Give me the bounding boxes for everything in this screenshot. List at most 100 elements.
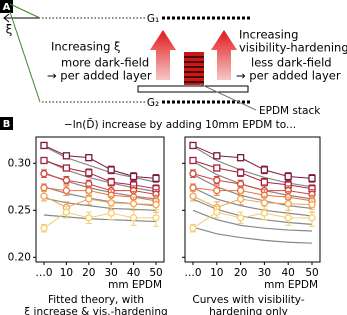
caption: Curves with visibility-	[192, 294, 304, 306]
annotation: → per added layer	[47, 69, 152, 83]
marker	[213, 164, 221, 172]
marker	[189, 141, 197, 150]
marker	[40, 184, 48, 192]
fit-curve	[192, 209, 313, 232]
x-axis-label: mm EPDM	[264, 279, 318, 291]
marker	[107, 199, 115, 207]
x-tick-label: 20	[82, 267, 95, 279]
marker	[129, 200, 138, 208]
marker	[129, 214, 138, 222]
marker	[189, 192, 197, 200]
arrow-head	[3, 13, 10, 23]
x-tick-label: 10	[210, 267, 223, 279]
panel-label-box	[0, 0, 13, 13]
fit-curve	[43, 197, 157, 211]
marker	[213, 176, 221, 184]
series-line	[43, 160, 157, 190]
panel-label: B	[3, 119, 11, 130]
fit-curve	[43, 159, 157, 193]
series-line	[192, 173, 313, 195]
marker	[213, 186, 221, 195]
annotation: Increasing ξ	[51, 40, 120, 54]
marker	[85, 214, 93, 222]
plot-frame	[35, 136, 165, 263]
marker	[236, 186, 245, 195]
marker	[40, 141, 48, 150]
y-tick-label: 0.30	[8, 157, 31, 169]
marker	[62, 164, 71, 172]
marker	[260, 166, 269, 174]
fit-curve	[192, 226, 313, 244]
marker	[85, 154, 93, 162]
plot-frame	[184, 136, 321, 263]
marker	[213, 152, 221, 160]
marker	[40, 224, 48, 232]
x-tick-label: 30	[105, 267, 118, 279]
epdm-stack	[184, 52, 204, 85]
panel-a: A ξ G₁ G₂ EPDM stack Increasing ξ more d…	[0, 0, 347, 117]
series-line	[43, 211, 156, 229]
marker	[236, 154, 245, 162]
x-tick-label: 40	[282, 267, 295, 279]
marker	[260, 178, 269, 186]
series-line	[192, 195, 313, 209]
marker	[189, 156, 197, 165]
marker	[284, 200, 292, 208]
fit-curve	[43, 172, 157, 200]
beam-line	[9, 3, 41, 19]
annotation: visibility-hardening	[239, 41, 347, 55]
series-line	[192, 145, 313, 179]
marker	[62, 152, 71, 160]
x-tick-label: …0	[184, 267, 201, 279]
series-line	[192, 211, 312, 229]
annotation: more dark-field	[61, 56, 149, 70]
leader-line	[199, 83, 257, 111]
marker	[260, 209, 269, 217]
x-axis-label: mm EPDM	[108, 279, 162, 291]
marker	[189, 184, 197, 192]
annotation: less dark-field	[251, 56, 332, 70]
x-tick-label: 50	[149, 267, 162, 279]
fit-curve	[192, 174, 313, 210]
beam-line	[9, 11, 41, 103]
marker	[236, 169, 245, 177]
marker	[62, 186, 71, 195]
fit-curve	[192, 187, 313, 217]
marker	[236, 195, 245, 203]
annotation: → per added layer	[236, 69, 341, 83]
marker	[236, 214, 245, 222]
marker	[85, 169, 93, 177]
marker	[152, 201, 160, 209]
caption: hardening only	[209, 306, 288, 315]
red-arrow	[150, 30, 176, 80]
marker	[308, 214, 316, 222]
marker	[129, 172, 138, 181]
series-line	[43, 187, 157, 202]
marker	[85, 186, 93, 195]
series-line	[192, 160, 313, 190]
marker	[85, 195, 93, 203]
marker	[284, 214, 292, 222]
marker	[62, 176, 71, 184]
grating-label: G₂	[147, 97, 159, 109]
marker	[189, 170, 197, 178]
fit-curve	[192, 145, 313, 188]
fit-curve	[43, 145, 157, 183]
marker	[40, 192, 48, 200]
x-tick-label: 50	[305, 267, 318, 279]
series-line	[43, 173, 157, 195]
marker	[152, 174, 160, 183]
marker	[107, 178, 115, 186]
marker	[152, 214, 160, 222]
y-tick-label: 0.20	[8, 251, 31, 263]
marker	[260, 199, 269, 207]
stack-label: EPDM stack	[259, 105, 321, 117]
red-arrow	[211, 30, 237, 80]
marker	[213, 208, 221, 216]
caption: Fitted theory, with	[48, 294, 144, 306]
annotation: Increasing	[239, 28, 298, 42]
x-tick-label: …0	[35, 267, 52, 279]
series-line	[43, 195, 157, 209]
series-line	[192, 187, 313, 202]
panel-label-box	[0, 117, 13, 130]
